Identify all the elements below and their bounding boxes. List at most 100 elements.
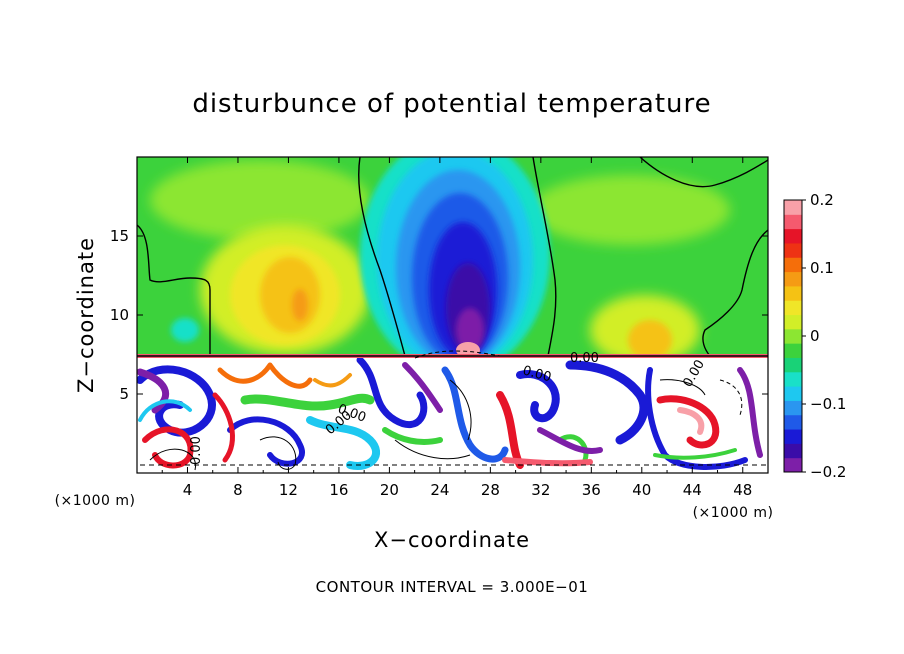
swirl-pink-1	[677, 407, 705, 435]
x-tick-label: 12	[279, 481, 298, 499]
y-tick-label: 5	[119, 385, 129, 403]
colorbar-cell	[784, 414, 802, 430]
anomaly-orange-right	[628, 320, 672, 356]
swirl-red-5	[502, 457, 593, 467]
x-tick-label: 32	[531, 481, 550, 499]
zero-contour-central-right	[532, 157, 557, 356]
zero-contour-central-left	[358, 157, 406, 356]
swirl-blue-4	[441, 366, 509, 463]
colorbar-cell	[784, 357, 802, 373]
swirl-blue-2	[227, 416, 305, 467]
lower-contour-6	[394, 439, 471, 460]
contour-label: 0.00	[521, 363, 553, 385]
colorbar-tick-label: −0.1	[810, 395, 846, 413]
x-axis-label: X−coordinate	[374, 528, 530, 552]
colorbar-cell	[784, 371, 802, 387]
swirl-orange-1	[217, 362, 313, 389]
colorbar-cell	[784, 257, 802, 273]
colorbar-cell	[784, 386, 802, 401]
swirl-purple-4	[737, 367, 763, 458]
colorbar-cell	[784, 443, 802, 459]
upper-contours	[137, 157, 768, 356]
colorbar-tick-label: 0.2	[810, 191, 834, 209]
swirl-green-1	[240, 393, 375, 411]
colorbar-cell	[784, 328, 802, 344]
interface	[137, 350, 768, 359]
x-tick-label: 20	[380, 481, 399, 499]
x-multiplier-right: (×1000 m)	[693, 505, 774, 521]
chart-title: disturbunce of potential temperature	[192, 89, 711, 119]
y-axis-label: Z−coordinate	[74, 237, 98, 393]
x-tick-label: 36	[582, 481, 601, 499]
anomaly-light-green-1	[150, 160, 370, 240]
x-tick-label: 24	[430, 481, 449, 499]
x-tick-label: 4	[183, 481, 193, 499]
swirl-green-2	[382, 427, 443, 445]
y-tick-labels: 5 10 15	[110, 227, 129, 403]
swirl-cyan-2	[306, 416, 380, 470]
x-tick-labels: 4 8 12 16 20 24 28 32 36 40 44 48	[183, 481, 753, 499]
y-tick-label: 15	[110, 227, 129, 245]
anomaly-cyan-left	[171, 318, 199, 342]
zero-contour-left-lobe	[137, 224, 211, 356]
colorbar-cell	[784, 285, 802, 301]
swirl-green-3	[557, 434, 589, 463]
contour-interval-note: CONTOUR INTERVAL = 3.000E−01	[316, 578, 589, 596]
swirl-blue-6	[565, 360, 649, 445]
colorbar-tick-label: 0.1	[810, 259, 834, 277]
x-tick-label: 16	[329, 481, 348, 499]
colorbar-cell	[784, 300, 802, 316]
colorbar-cell	[784, 314, 802, 330]
y-axis: 5 10 15 Z−coordinate	[74, 227, 768, 403]
zero-contour-right-lobe	[702, 229, 768, 356]
colorbar-cell	[784, 429, 802, 444]
upper-field	[137, 157, 768, 356]
swirl-purple-2	[402, 362, 443, 413]
x-tick-label: 44	[683, 481, 702, 499]
anomaly-orange-left	[260, 257, 320, 333]
lower-contour-3	[449, 379, 472, 441]
lower-field	[137, 356, 768, 473]
colorbar-cell	[784, 400, 802, 416]
lower-contours	[140, 379, 768, 471]
interface-dashed	[414, 350, 501, 359]
zero-contour-top-right	[639, 157, 768, 188]
contour-label: 0.00	[189, 436, 204, 465]
swirl-red-2	[212, 392, 235, 463]
colorbar-ticks: −0.2 −0.1 0 0.1 0.2	[802, 191, 846, 481]
swirl-green-4	[653, 448, 737, 460]
y-tick-marks	[137, 235, 768, 395]
swirl-purple-1	[137, 368, 170, 414]
upper-anomalies	[150, 157, 730, 356]
colorbar-tick-label: 0	[810, 327, 820, 345]
swirl-blue-5	[516, 370, 560, 423]
swirl-purple-3	[537, 427, 603, 454]
x-tick-label: 48	[733, 481, 752, 499]
anomaly-cool-core	[456, 308, 484, 352]
colorbar-cell	[784, 271, 802, 287]
x-tick-label: 40	[632, 481, 651, 499]
anomaly-pink-bump	[456, 342, 480, 356]
colorbar-cell	[784, 343, 802, 358]
colorbar-tick-label: −0.2	[810, 463, 846, 481]
anomaly-orange-core	[292, 289, 308, 321]
swirl-blue-3	[356, 356, 428, 429]
lower-contour-4	[659, 379, 706, 396]
colorbar-cells	[784, 200, 802, 473]
x-multiplier-left: (×1000 m)	[55, 493, 136, 509]
contour-label: 0.00	[570, 351, 599, 366]
lower-contour-5	[719, 379, 743, 416]
swirl-cyan-1	[138, 399, 192, 422]
swirl-blue-1	[137, 365, 216, 437]
x-tick-label: 8	[233, 481, 243, 499]
colorbar-cell	[784, 214, 802, 230]
swirl-red-4	[656, 395, 720, 449]
x-axis: 4 8 12 16 20 24 28 32 36 40 44 48 X−coordinate (×10…	[55, 157, 774, 552]
colorbar-cell	[784, 228, 802, 244]
swirl-red-1	[142, 426, 194, 469]
colorbar-cell	[784, 242, 802, 258]
x-tick-label: 28	[481, 481, 500, 499]
swirl-orange-2	[313, 373, 352, 388]
colorbar-cell	[784, 457, 802, 473]
